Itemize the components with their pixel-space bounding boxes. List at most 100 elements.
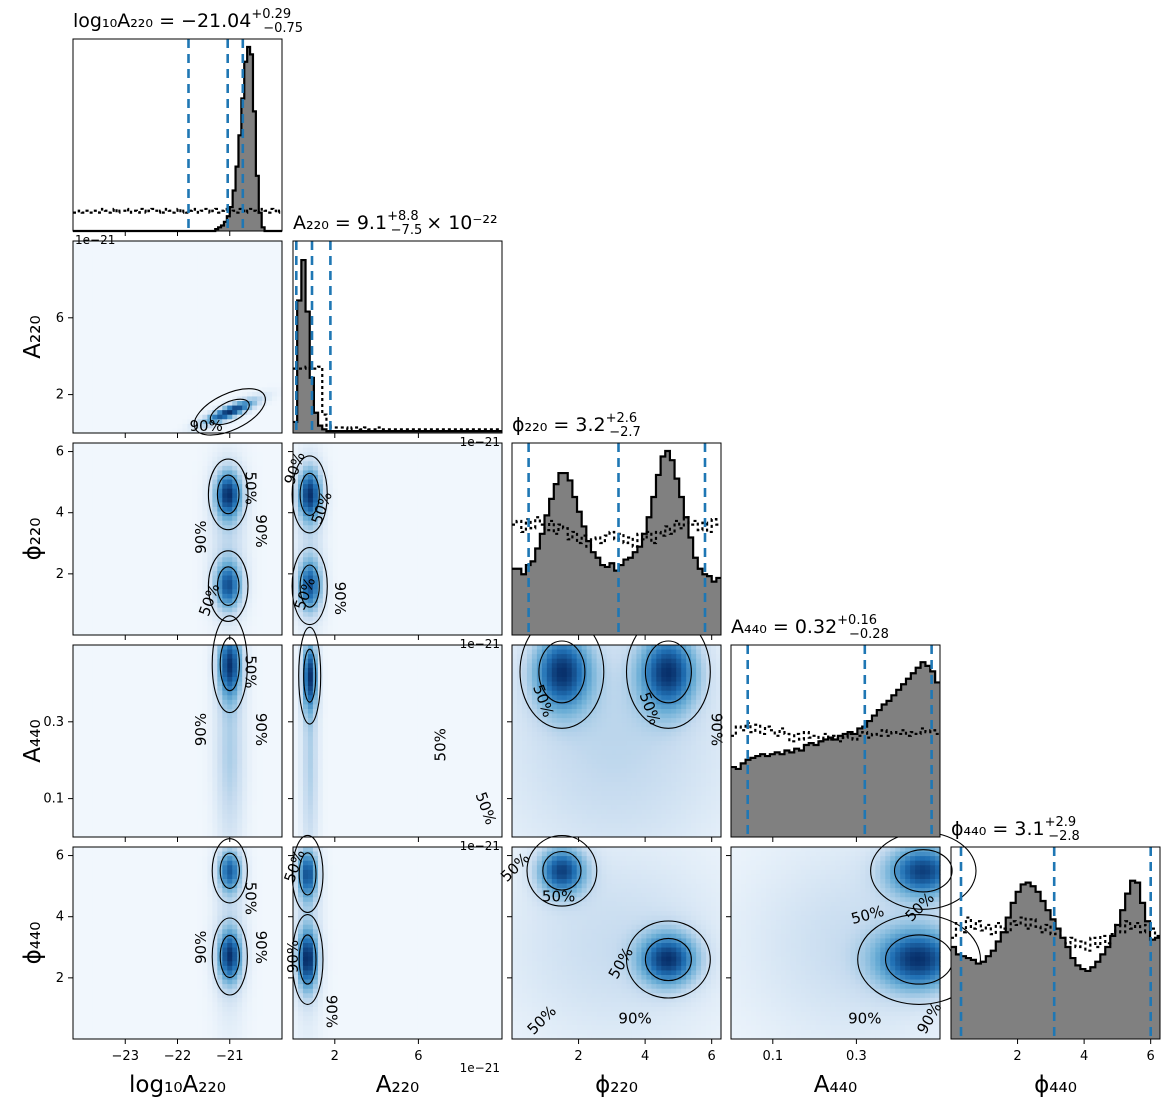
density-cell — [477, 497, 483, 504]
density-cell — [242, 337, 248, 343]
density-cell — [122, 323, 129, 329]
density-cell — [202, 268, 208, 274]
density-cell — [432, 447, 438, 453]
density-cell — [227, 359, 233, 366]
density-cell — [382, 548, 389, 554]
density-cell — [267, 548, 273, 554]
density-cell — [82, 571, 89, 577]
density-cell — [77, 488, 84, 494]
density-cell — [167, 410, 174, 416]
density-cell — [227, 566, 233, 572]
density-cell — [202, 419, 208, 425]
density-cell — [212, 414, 218, 420]
density-cell — [397, 488, 404, 494]
density-cell — [227, 268, 233, 274]
density-cell — [147, 254, 154, 260]
density-cell — [172, 355, 179, 361]
density-cell — [477, 488, 483, 494]
density-cell — [147, 552, 154, 558]
density-cell — [167, 461, 174, 467]
density-cell — [167, 539, 174, 545]
density-cell — [132, 428, 139, 434]
density-cell — [412, 566, 419, 572]
density-cell — [177, 387, 184, 393]
density-cell — [127, 346, 134, 352]
density-cell — [222, 245, 228, 251]
density-cell — [182, 598, 189, 604]
density-cell — [237, 323, 243, 329]
density-cell — [112, 314, 119, 320]
density-cell — [267, 552, 273, 558]
density-cell — [157, 571, 164, 577]
density-cell — [242, 566, 248, 572]
density-cell — [387, 529, 394, 536]
density-cell — [187, 625, 194, 632]
density-cell — [257, 525, 263, 531]
density-cell — [137, 423, 144, 430]
density-cell — [97, 470, 104, 476]
density-cell — [162, 378, 169, 384]
density-cell — [147, 616, 154, 622]
density-cell — [182, 282, 189, 288]
density-cell — [472, 589, 478, 595]
density-cell — [182, 630, 189, 636]
density-cell — [182, 616, 189, 622]
density-cell — [192, 575, 199, 581]
density-cell — [277, 323, 283, 329]
density-cell — [207, 263, 213, 270]
density-cell — [122, 359, 129, 366]
density-cell — [482, 443, 488, 449]
density-cell — [167, 254, 174, 260]
density-cell — [132, 443, 139, 449]
density-cell — [437, 479, 443, 485]
density-cell — [307, 561, 314, 568]
density-cell — [147, 607, 154, 613]
density-cell — [77, 607, 84, 613]
density-cell — [317, 456, 324, 462]
density-cell — [352, 488, 359, 494]
density-cell — [267, 259, 273, 265]
density-cell — [447, 516, 453, 522]
density-cell — [397, 557, 404, 563]
density-cell — [352, 475, 359, 481]
density-cell — [82, 443, 89, 449]
density-cell — [297, 566, 304, 572]
density-cell — [237, 484, 243, 490]
density-cell — [102, 414, 109, 420]
density-cell — [232, 593, 238, 600]
density-cell — [267, 373, 273, 379]
density-cell — [207, 259, 213, 265]
density-cell — [192, 282, 199, 288]
density-cell — [487, 529, 493, 536]
density-cell — [272, 355, 278, 361]
density-cell — [397, 571, 404, 577]
density-cell — [402, 475, 409, 481]
density-cell — [187, 428, 194, 434]
density-cell — [237, 456, 243, 462]
density-cell — [427, 593, 433, 600]
density-cell — [362, 598, 369, 604]
density-cell — [167, 479, 174, 485]
density-cell — [122, 543, 129, 549]
density-cell — [187, 493, 194, 499]
density-cell — [257, 410, 263, 416]
density-cell — [362, 543, 369, 549]
density-cell — [187, 475, 194, 481]
density-cell — [157, 396, 164, 402]
density-cell — [327, 443, 334, 449]
density-cell — [272, 309, 278, 315]
density-cell — [297, 529, 304, 536]
density-cell — [242, 584, 248, 590]
density-cell — [192, 241, 199, 247]
density-cell — [217, 378, 223, 384]
density-cell — [237, 263, 243, 270]
density-cell — [92, 507, 99, 513]
density-cell — [252, 525, 258, 531]
density-cell — [82, 268, 89, 274]
density-cell — [97, 401, 104, 407]
density-cell — [222, 543, 228, 549]
density-cell — [77, 625, 84, 632]
density-cell — [147, 359, 154, 366]
density-cell — [277, 369, 283, 375]
density-cell — [237, 410, 243, 416]
